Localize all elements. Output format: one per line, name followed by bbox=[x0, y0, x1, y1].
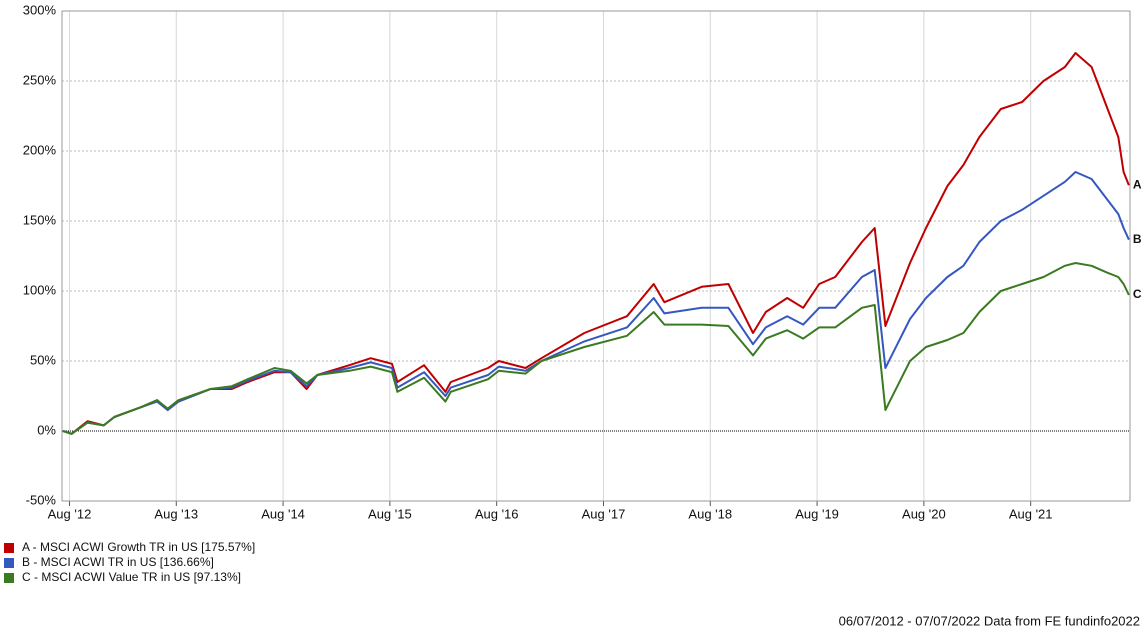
x-tick-label: Aug '20 bbox=[902, 506, 946, 521]
plot-frame bbox=[61, 10, 1131, 502]
x-tick-label: Aug '13 bbox=[154, 506, 198, 521]
x-tick-label: Aug '21 bbox=[1009, 506, 1053, 521]
series-line bbox=[62, 262, 1130, 435]
y-tick-label: 150% bbox=[23, 212, 57, 227]
end-label: B bbox=[1133, 232, 1142, 246]
legend-label: C - MSCI ACWI Value TR in US [97.13%] bbox=[22, 570, 241, 584]
series-line bbox=[62, 52, 1130, 435]
x-tick-label: Aug '16 bbox=[475, 506, 519, 521]
x-tick-label: Aug '12 bbox=[48, 506, 92, 521]
x-tick-label: Aug '19 bbox=[795, 506, 839, 521]
y-tick-label: 250% bbox=[23, 72, 57, 87]
y-tick-label: 100% bbox=[23, 282, 57, 297]
x-tick-label: Aug '15 bbox=[368, 506, 412, 521]
y-tick-label: 200% bbox=[23, 142, 57, 157]
y-tick-label: 0% bbox=[37, 422, 56, 437]
y-tick-label: 50% bbox=[30, 352, 56, 367]
legend-swatch bbox=[4, 543, 14, 553]
x-tick-label: Aug '17 bbox=[582, 506, 626, 521]
legend-label: B - MSCI ACWI TR in US [136.66%] bbox=[22, 555, 214, 569]
footer: 06/07/2012 - 07/07/2022 Data from FE fun… bbox=[839, 613, 1140, 628]
legend-label: A - MSCI ACWI Growth TR in US [175.57%] bbox=[22, 540, 255, 554]
end-label: A bbox=[1133, 177, 1142, 191]
legend-swatch bbox=[4, 573, 14, 583]
y-tick-label: 300% bbox=[23, 2, 57, 17]
end-label: C bbox=[1133, 287, 1142, 301]
x-tick-label: Aug '14 bbox=[261, 506, 305, 521]
series-line bbox=[62, 171, 1130, 435]
x-tick-label: Aug '18 bbox=[688, 506, 732, 521]
y-tick-label: -50% bbox=[26, 492, 57, 507]
legend-swatch bbox=[4, 558, 14, 568]
